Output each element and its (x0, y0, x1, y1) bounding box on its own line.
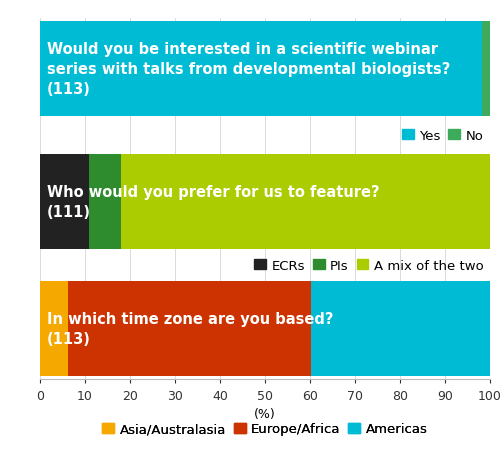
Bar (68, 282, 311, 376)
Bar (40, 22, 482, 117)
Text: Who would you prefer for us to feature?
(111): Who would you prefer for us to feature? … (47, 185, 380, 219)
Bar (40, 155, 88, 250)
Bar (311, 282, 490, 376)
Bar (40, 282, 68, 376)
Bar (482, 22, 490, 117)
Bar (88, 155, 121, 250)
Legend: Asia/Australasia, Europe/Africa, Americas: Asia/Australasia, Europe/Africa, America… (102, 422, 428, 435)
Bar (121, 155, 490, 250)
Text: In which time zone are you based?
(113): In which time zone are you based? (113) (47, 312, 333, 346)
X-axis label: (%): (%) (254, 407, 276, 420)
Text: Would you be interested in a scientific webinar
series with talks from developme: Would you be interested in a scientific … (47, 42, 450, 96)
